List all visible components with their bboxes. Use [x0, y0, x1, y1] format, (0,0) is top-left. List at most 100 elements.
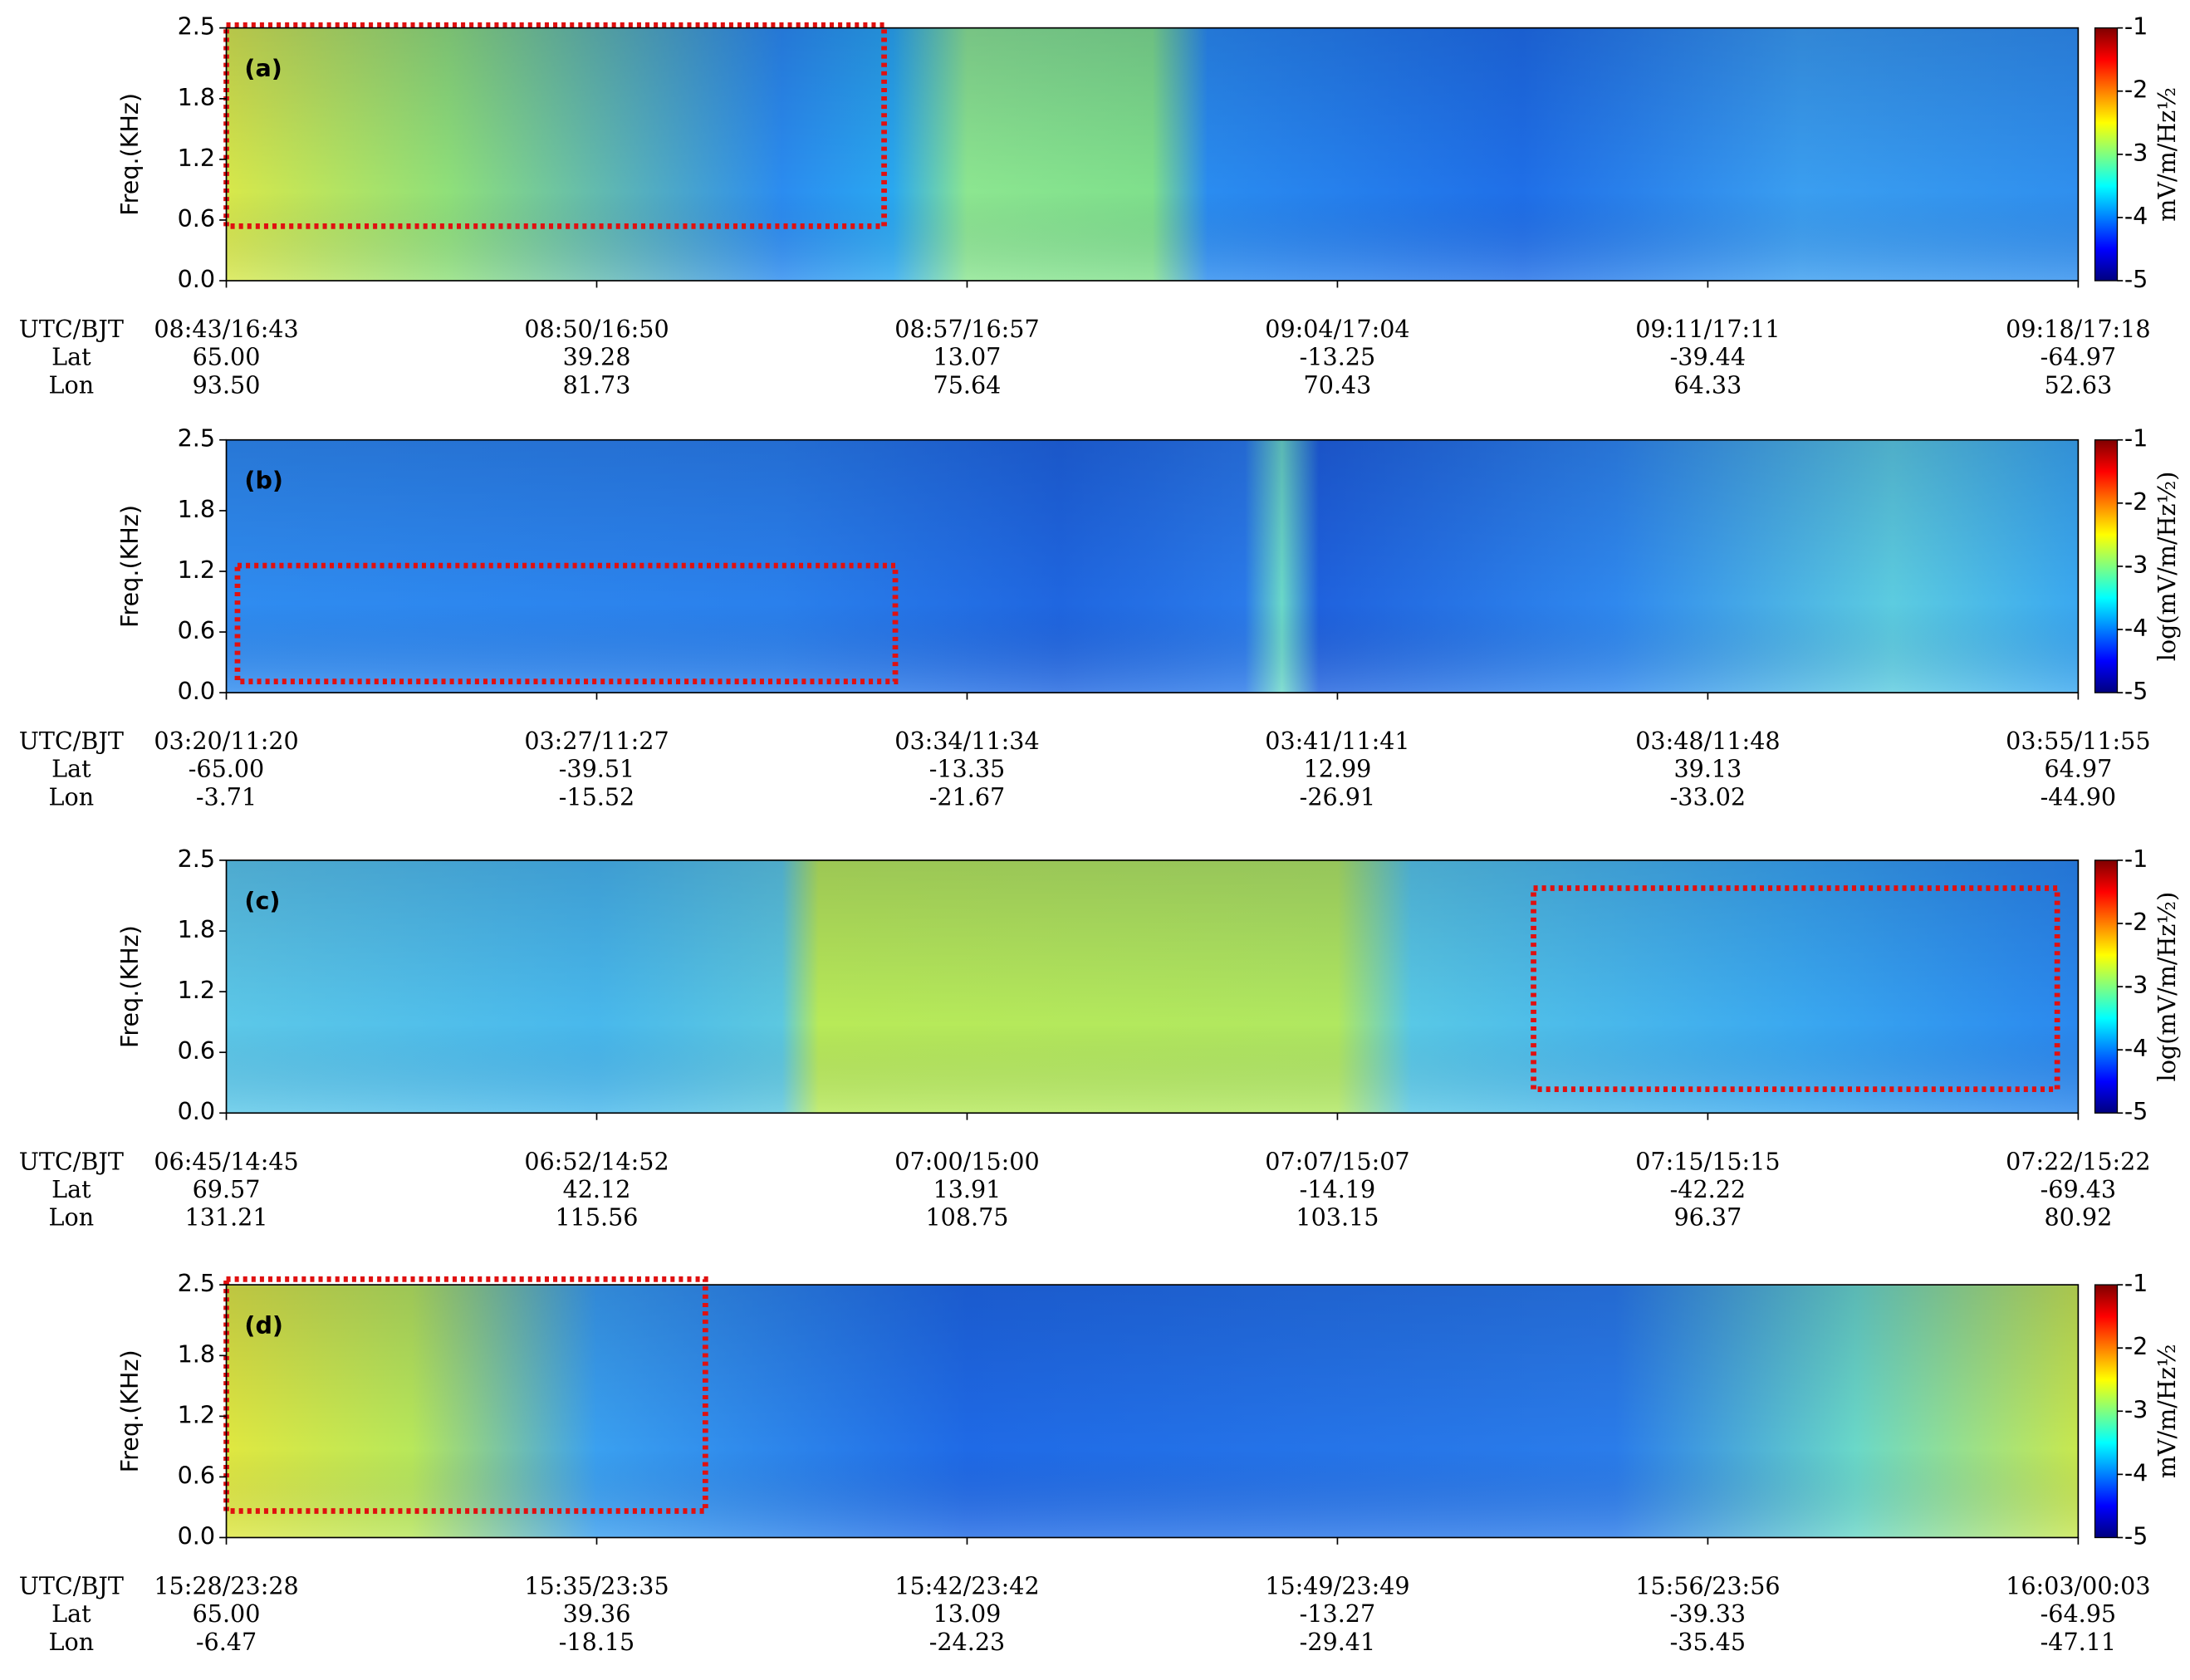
x-tick-label: 03:20/11:20	[154, 727, 298, 755]
x-tick-label: -64.95	[2041, 1599, 2116, 1628]
x-tick-label: 15:42/23:42	[894, 1572, 1039, 1600]
x-tick-label: -6.47	[196, 1628, 257, 1656]
colorbar-tick-label: -5	[2124, 1097, 2148, 1125]
colorbar	[2094, 860, 2119, 1114]
colorbar-label: mV/m/Hz½	[2153, 87, 2181, 222]
x-tick-label: 69.57	[193, 1175, 261, 1203]
x-tick-label: 65.00	[193, 343, 261, 371]
y-tick-label: 0.0	[178, 1097, 215, 1125]
x-tick-label: 96.37	[1673, 1203, 1742, 1232]
colorbar-tick-label: -4	[2124, 614, 2148, 642]
x-row-name: Lat	[51, 1175, 91, 1203]
x-tick-label: -15.52	[559, 782, 634, 811]
plot-frame	[225, 438, 2080, 693]
x-tick-label: 13.07	[933, 343, 1002, 371]
panel-label: (d)	[244, 1311, 283, 1340]
x-tick-label: 03:48/11:48	[1635, 727, 1780, 755]
y-tick-label: 1.8	[178, 915, 215, 943]
x-tick-label: -65.00	[189, 755, 264, 783]
x-tick-label: -21.67	[929, 782, 1005, 811]
x-tick-label: 09:04/17:04	[1265, 315, 1409, 343]
panel: (d) Freq.(KHz) 0.0 0.6 1.2 1.8 2.5 -5 -4 -3 -2 -1 mV…	[19, 1269, 2181, 1656]
x-tick-label: 93.50	[193, 370, 261, 399]
y-tick-label: 0.6	[178, 1036, 215, 1065]
x-tick-label: -13.35	[929, 755, 1005, 783]
y-axis-label: Freq.(KHz)	[115, 505, 144, 628]
spectrogram-shade	[226, 439, 2079, 693]
x-row-name: Lon	[49, 1628, 95, 1656]
x-tick-label: 42.12	[563, 1175, 631, 1203]
x-tick-label: 39.28	[563, 343, 631, 371]
panel: (b) Freq.(KHz) 0.0 0.6 1.2 1.8 2.5 -5 -4 -3 -2 -1lo…	[19, 424, 2181, 811]
y-tick-label: 0.0	[178, 1521, 215, 1550]
y-tick-label: 0.6	[178, 616, 215, 644]
colorbar-tick-label: -4	[2124, 1458, 2148, 1487]
x-tick-label: 03:34/11:34	[894, 727, 1039, 755]
x-tick-label: 08:43/16:43	[154, 315, 298, 343]
highlight-box	[234, 562, 899, 684]
colorbar	[2094, 27, 2119, 282]
x-tick-label: 13.09	[933, 1599, 1002, 1628]
y-tick-label: 1.8	[178, 83, 215, 111]
x-tick-label: -39.51	[559, 755, 634, 783]
x-tick-label: 115.56	[555, 1203, 638, 1232]
x-tick-label: 70.43	[1304, 370, 1372, 399]
colorbar-tick-label: -3	[2124, 971, 2148, 999]
x-row-name: UTC/BJT	[19, 315, 124, 343]
colorbar-tick-label: -1	[2124, 1269, 2148, 1297]
x-tick-label: -69.43	[2041, 1175, 2116, 1203]
x-tick-label: 07:15/15:15	[1635, 1147, 1780, 1175]
y-axis-label: Freq.(KHz)	[115, 1349, 144, 1472]
x-row-name: UTC/BJT	[19, 1147, 124, 1175]
y-tick-label: 0.0	[178, 265, 215, 293]
x-tick-label: 15:56/23:56	[1635, 1572, 1780, 1600]
x-tick-label: 39.36	[563, 1599, 631, 1628]
panel-label: (a)	[244, 54, 282, 82]
y-tick-label: 2.5	[178, 845, 215, 873]
y-tick-label: 1.8	[178, 495, 215, 523]
spectrogram-shade	[226, 860, 2079, 1114]
spectrogram-shade	[226, 1285, 2079, 1538]
plot-frame	[225, 860, 2080, 1114]
y-tick-label: 1.8	[178, 1340, 215, 1368]
colorbar-tick-label: -2	[2124, 908, 2148, 936]
x-tick-label: -13.27	[1300, 1599, 1375, 1628]
y-tick-label: 2.5	[178, 12, 215, 41]
panel: (c) Freq.(KHz) 0.0 0.6 1.2 1.8 2.5 -5 -4 -3 -2 -1lo…	[19, 845, 2181, 1232]
x-tick-label: -47.11	[2041, 1628, 2116, 1656]
spectrogram-shade	[226, 27, 2079, 282]
highlight-box	[1531, 885, 2060, 1093]
colorbar-tick-label: -5	[2124, 1521, 2148, 1550]
x-tick-label: -42.22	[1670, 1175, 1746, 1203]
x-tick-label: 52.63	[2044, 370, 2112, 399]
x-tick-label: 13.91	[933, 1175, 1002, 1203]
x-tick-label: 15:49/23:49	[1265, 1572, 1409, 1600]
y-tick-label: 0.0	[178, 677, 215, 705]
x-tick-label: -44.90	[2041, 782, 2116, 811]
x-tick-label: 64.97	[2044, 755, 2112, 783]
x-tick-label: 07:22/15:22	[2006, 1147, 2150, 1175]
x-tick-label: -33.02	[1670, 782, 1746, 811]
colorbar-tick-label: -3	[2124, 139, 2148, 167]
x-tick-label: -14.19	[1300, 1175, 1375, 1203]
x-tick-label: -24.23	[929, 1628, 1005, 1656]
colorbar-tick-label: -2	[2124, 76, 2148, 104]
x-tick-label: -26.91	[1300, 782, 1375, 811]
panel-label: (c)	[244, 886, 280, 914]
colorbar-tick-label: -1	[2124, 424, 2148, 453]
colorbar-tick-label: -1	[2124, 12, 2148, 41]
x-row-name: UTC/BJT	[19, 727, 124, 755]
x-tick-label: -35.45	[1670, 1628, 1746, 1656]
x-row-name: Lon	[49, 1203, 95, 1232]
panel-label: (b)	[244, 466, 283, 494]
x-tick-label: 39.13	[1673, 755, 1742, 783]
x-tick-label: 12.99	[1304, 755, 1372, 783]
x-tick-label: -3.71	[196, 782, 257, 811]
x-tick-label: 07:07/15:07	[1265, 1147, 1409, 1175]
x-tick-label: 64.33	[1673, 370, 1742, 399]
y-axis-label: Freq.(KHz)	[115, 93, 144, 216]
colorbar-tick-label: -4	[2124, 1034, 2148, 1062]
x-tick-label: 09:11/17:11	[1635, 315, 1780, 343]
x-row-name: UTC/BJT	[19, 1572, 124, 1600]
